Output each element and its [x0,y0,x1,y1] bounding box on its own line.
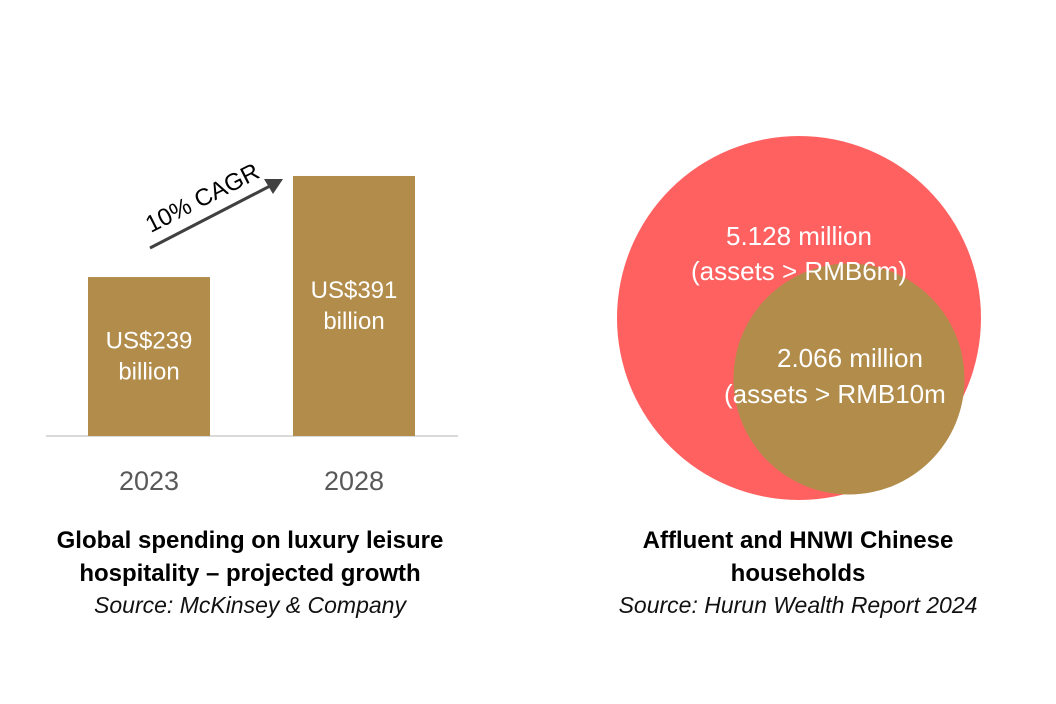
bubble-affluent-value: 5.128 million [726,221,872,251]
right-chart-title-line2: households [730,560,866,587]
x-tick-2023: 2023 [119,466,179,496]
bubble-hnwi [733,263,965,495]
bar-2023 [88,277,210,436]
right-chart-source: Source: Hurun Wealth Report 2024 [618,592,978,618]
cagr-annotation: 10% CAGR [141,158,283,250]
bubble-affluent-desc: (assets > RMB6m) [691,256,907,286]
right-chart-title-line1: Affluent and HNWI Chinese [642,527,954,554]
left-chart-title-line2: hospitality – projected growth [79,560,421,587]
bubble-hnwi-value: 2.066 million [777,343,923,373]
bar-label-2028-value: US$391 [311,277,398,304]
bar-label-2023-value: US$239 [106,328,193,355]
left-chart-title-line1: Global spending on luxury leisure [56,527,444,554]
left-chart-source: Source: McKinsey & Company [94,592,406,618]
left-chart-caption: Global spending on luxury leisure hospit… [20,524,480,620]
bar-label-2028-unit: billion [323,308,384,335]
bubble-hnwi-desc: (assets > RMB10m [724,379,946,409]
cagr-arrow-line [149,184,271,250]
cagr-arrow-head [264,179,283,194]
x-tick-2028: 2028 [324,466,384,496]
bar-label-2023-unit: billion [118,359,179,386]
right-chart-caption: Affluent and HNWI Chinese households Sou… [568,524,1028,620]
bar-2028 [293,175,415,437]
